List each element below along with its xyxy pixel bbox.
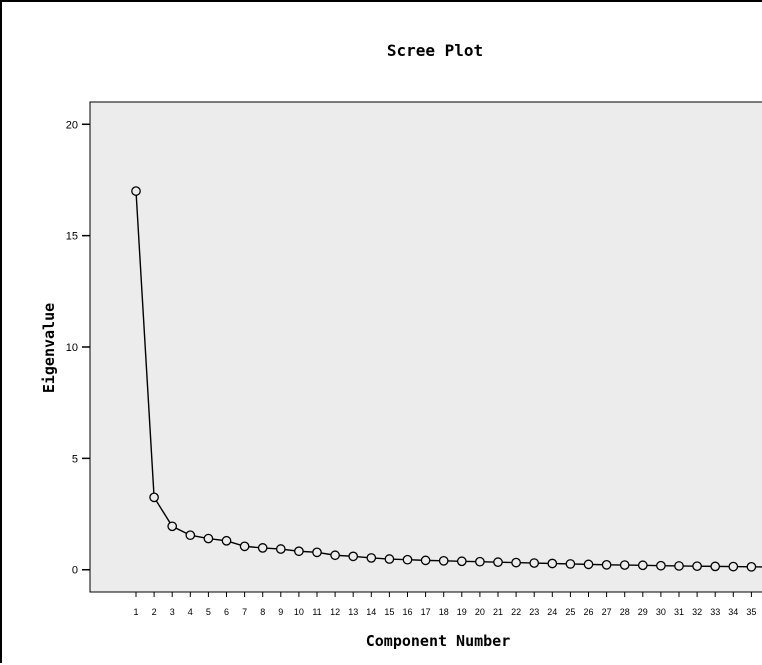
x-tick-label: 24 [547,607,557,617]
data-point-marker [583,559,594,570]
x-tick-label: 5 [206,607,211,617]
data-point-marker [456,556,467,567]
data-point-marker [565,559,576,569]
data-point-marker [402,554,413,565]
x-tick-label: 3 [170,607,175,617]
x-tick-label: 26 [583,607,593,617]
data-point-marker [239,541,250,552]
data-point-marker [294,546,304,557]
data-point-marker [167,521,178,532]
x-tick-label: 30 [656,607,666,617]
data-point-marker [547,558,558,569]
data-point-marker [656,560,666,571]
data-point-marker [384,554,395,564]
x-tick-label: 21 [493,607,503,617]
data-point-marker [312,547,322,558]
data-point-marker [601,559,612,570]
data-point-marker [674,561,684,571]
data-point-marker [511,557,521,568]
x-tick-label: 10 [294,607,304,617]
x-tick-label: 31 [674,607,684,617]
data-point-marker [275,544,286,554]
x-tick-label: 27 [602,607,612,617]
x-tick-label: 4 [188,607,193,617]
x-tick-label: 25 [565,607,575,617]
data-point-marker [728,561,739,572]
x-tick-label: 12 [330,607,340,617]
x-tick-label: 7 [242,607,247,617]
x-tick-label: 17 [421,607,431,617]
x-axis-label: Component Number [366,632,511,650]
y-tick-label: 5 [72,453,78,465]
data-point-marker [692,561,702,572]
data-point-marker [619,560,630,570]
x-tick-label: 2 [152,607,157,617]
data-point-marker [637,560,648,571]
x-tick-label: 9 [278,607,283,617]
x-tick-label: 33 [710,607,720,617]
x-tick-label: 11 [312,607,321,617]
data-point-marker [348,551,359,562]
x-tick-label: 18 [439,607,449,617]
x-tick-label: 16 [402,607,412,617]
y-tick-label: 20 [66,119,78,131]
data-point-marker [131,186,141,196]
y-axis: 0 5 10 15 20 [66,119,90,577]
data-point-marker [257,543,268,553]
y-tick-label: 0 [72,565,78,577]
x-tick-label: 1 [133,607,138,617]
data-point-marker [475,556,485,567]
data-point-marker [149,492,159,503]
x-tick-label: 14 [366,607,376,617]
x-tick-label: 13 [348,607,358,617]
x-tick-label: 29 [638,607,648,617]
data-point-marker [493,557,503,568]
data-point-marker [221,535,232,546]
data-point-marker [366,553,377,563]
eigenvalue-series [131,186,762,572]
data-point-marker [420,555,431,566]
x-tick-label: 23 [529,607,539,617]
x-tick-label: 28 [620,607,630,617]
data-point-marker [203,533,214,544]
x-tick-label: 34 [728,607,738,617]
data-point-marker [529,558,540,568]
y-tick-label: 15 [66,231,78,243]
data-point-marker [330,550,340,561]
x-tick-label: 35 [746,607,756,617]
data-point-marker [185,530,196,541]
x-tick-label: 20 [475,607,485,617]
y-axis-label: Eigenvalue [40,303,58,393]
x-axis: 1 2 3 4 5 6 7 8 9 10 11 12 13 14 15 16 17 18 19 20 21 22 23 24 2… [133,592,756,617]
y-tick-label: 10 [66,342,78,354]
x-tick-label: 6 [224,607,229,617]
data-point-marker [746,561,757,572]
plot-area [89,101,762,593]
chart-title: Scree Plot [387,41,483,60]
x-tick-label: 19 [457,607,467,617]
data-point-marker [438,555,449,566]
x-tick-label: 8 [260,607,265,617]
x-tick-label: 15 [384,607,394,617]
x-tick-label: 22 [511,607,521,617]
x-tick-label: 32 [692,607,702,617]
data-point-marker [710,561,721,572]
